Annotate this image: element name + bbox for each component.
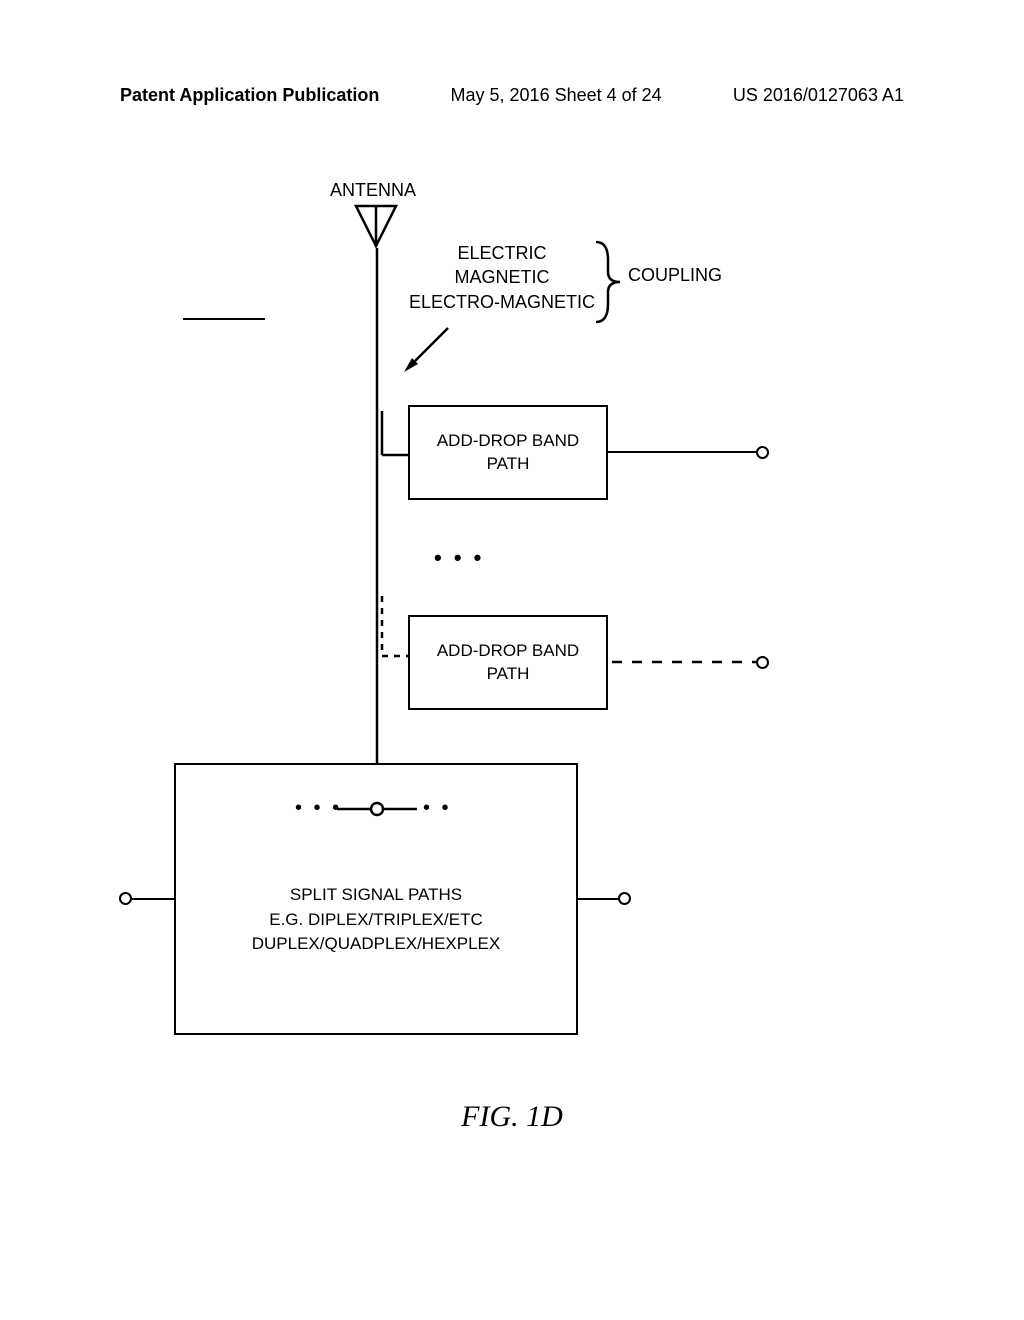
diagram: ANTENNA ELECTRIC MAGNETIC ELECTRO-MAGNET… — [0, 180, 1024, 1180]
coupling-arrow-icon — [400, 320, 460, 380]
add-drop-2-line2: PATH — [437, 663, 579, 686]
add-drop-2-line1: ADD-DROP BAND — [437, 640, 579, 663]
coupling-magnetic: MAGNETIC — [409, 265, 595, 289]
box2-terminal — [756, 656, 769, 669]
coupling-label: COUPLING — [628, 265, 722, 286]
add-drop-box-1: ADD-DROP BAND PATH — [408, 405, 608, 500]
split-ellipsis-right: • • • — [423, 798, 455, 819]
header-center: May 5, 2016 Sheet 4 of 24 — [451, 85, 662, 106]
tap2-connector — [378, 594, 412, 666]
box2-output-line-dashed — [610, 656, 760, 668]
split-right-line — [578, 898, 620, 900]
coupling-types: ELECTRIC MAGNETIC ELECTRO-MAGNETIC — [409, 241, 595, 314]
split-text: SPLIT SIGNAL PATHS E.G. DIPLEX/TRIPLEX/E… — [174, 883, 578, 957]
split-top-node: • • • • • • — [295, 798, 455, 828]
antenna-label: ANTENNA — [330, 180, 416, 201]
split-ellipsis-left: • • • — [295, 798, 342, 819]
tap1-connector — [378, 411, 412, 461]
split-left-terminal — [119, 892, 132, 905]
coupling-em: ELECTRO-MAGNETIC — [409, 290, 595, 314]
box1-terminal — [756, 446, 769, 459]
figure-label: FIG. 1D — [0, 1100, 1024, 1134]
split-line3: DUPLEX/QUADPLEX/HEXPLEX — [174, 932, 578, 957]
box1-output-line — [608, 451, 758, 453]
header-left: Patent Application Publication — [120, 85, 379, 106]
split-left-line — [132, 898, 174, 900]
main-vertical-line — [373, 248, 381, 768]
ellipsis-between: • • • — [434, 545, 484, 571]
left-stub-line — [183, 318, 265, 320]
split-line1: SPLIT SIGNAL PATHS — [174, 883, 578, 908]
add-drop-box-2: ADD-DROP BAND PATH — [408, 615, 608, 710]
page-header: Patent Application Publication May 5, 20… — [0, 85, 1024, 106]
split-line2: E.G. DIPLEX/TRIPLEX/ETC — [174, 908, 578, 933]
split-right-terminal — [618, 892, 631, 905]
header-right: US 2016/0127063 A1 — [733, 85, 904, 106]
add-drop-1-line1: ADD-DROP BAND — [437, 430, 579, 453]
coupling-electric: ELECTRIC — [409, 241, 595, 265]
antenna-icon — [352, 202, 400, 250]
coupling-brace-icon — [592, 238, 628, 326]
add-drop-1-line2: PATH — [437, 453, 579, 476]
